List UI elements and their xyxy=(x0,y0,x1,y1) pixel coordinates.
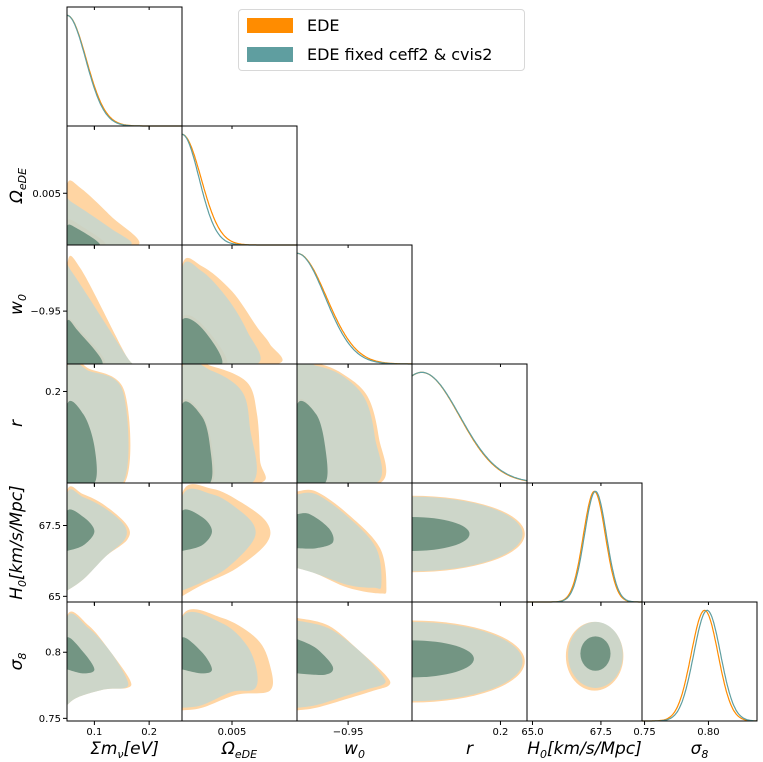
xlabel-r: r xyxy=(466,739,474,759)
xlabel-omega_ede: ΩeDE xyxy=(221,739,257,761)
contour-omega_ede-r-fixed-inner xyxy=(182,401,213,483)
contour-mnu-r-fixed-inner xyxy=(67,400,97,483)
xtick-label-mnu-0: 0.1 xyxy=(86,727,102,738)
ylabel-w0: w0 xyxy=(7,294,29,315)
ytick-label-sigma8-1: 0.8 xyxy=(45,648,61,659)
xtick-label-w0-0: −0.95 xyxy=(333,727,364,738)
marginal-H0-fixed xyxy=(527,490,642,603)
contour-w0-H0-fixed-outer xyxy=(297,492,382,589)
panel-frame-H0-H0 xyxy=(526,482,643,603)
contour-H0-sigma8-fixed-inner xyxy=(580,636,611,671)
legend-label-fixed: EDE fixed ceff2 & cvis2 xyxy=(307,44,493,64)
panel-frame-w0-w0 xyxy=(296,244,413,365)
marginal-r-ede xyxy=(411,371,528,482)
panel-frame-sigma8-sigma8 xyxy=(641,601,758,722)
contour-w0-r-fixed-inner xyxy=(297,400,328,483)
legend-label-ede: EDE xyxy=(307,15,340,35)
xtick-label-r-0: 0.2 xyxy=(493,727,509,738)
xtick-label-mnu-1: 0.2 xyxy=(141,727,157,738)
ytick-label-w0-0: −0.95 xyxy=(30,307,61,318)
legend-entry-fixed: EDE fixed ceff2 & cvis2 xyxy=(247,44,492,64)
xtick-label-omega_ede-0: 0.005 xyxy=(218,727,247,738)
contour-r-sigma8-fixed-inner xyxy=(412,640,474,678)
marginal-sigma8-fixed xyxy=(642,609,757,722)
contour-mnu-sigma8-fixed-inner xyxy=(67,637,95,674)
contour-r-H0-fixed-inner xyxy=(412,517,470,551)
marginal-r-fixed xyxy=(411,371,528,482)
xtick-label-sigma8-1: 0.80 xyxy=(697,727,719,738)
xlabel-mnu: Σmν[eV] xyxy=(90,739,159,761)
contour-w0-sigma8-fixed-outer xyxy=(297,620,386,708)
ylabel-H0: H0[km/s/Mpc] xyxy=(7,485,29,600)
panel-frame-mnu-mnu xyxy=(66,6,183,127)
panel-frame-r-r xyxy=(411,363,528,484)
ylabel-r: r xyxy=(7,419,27,427)
ytick-label-omega_ede-0: 0.005 xyxy=(32,189,61,200)
marginal-w0-ede xyxy=(296,252,412,365)
xlabel-w0: w0 xyxy=(344,739,365,761)
contour-omega_ede-sigma8-fixed-outer xyxy=(182,612,258,708)
xtick-label-sigma8-0: 0.75 xyxy=(633,727,655,738)
contour-mnu-omega_ede-fixed-inner xyxy=(67,224,100,245)
contour-omega_ede-H0-fixed-inner xyxy=(182,509,212,551)
contour-omega_ede-H0-fixed-outer xyxy=(182,488,256,591)
legend: EDE EDE fixed ceff2 & cvis2 xyxy=(238,9,525,71)
marginal-omega_ede-ede xyxy=(181,133,297,246)
legend-entry-ede: EDE xyxy=(247,15,340,35)
ytick-label-sigma8-0: 0.75 xyxy=(39,714,61,725)
xtick-label-H0-1: 67.5 xyxy=(590,727,612,738)
xlabel-H0: H0[km/s/Mpc] xyxy=(527,739,642,761)
ytick-label-H0-0: 65 xyxy=(48,592,61,603)
contour-omega_ede-w0-fixed-inner xyxy=(182,318,223,364)
legend-swatch-fixed xyxy=(247,46,293,62)
ytick-label-r-0: 0.2 xyxy=(45,387,61,398)
legend-swatch-ede xyxy=(247,17,293,33)
marginal-mnu-ede xyxy=(66,14,182,127)
panel-frame-omega_ede-omega_ede xyxy=(181,125,298,246)
xlabel-sigma8: σ8 xyxy=(691,739,709,761)
contour-mnu-H0-fixed-outer xyxy=(67,489,127,591)
contour-w0-H0-fixed-inner xyxy=(297,513,334,549)
ylabel-sigma8: σ8 xyxy=(7,653,29,671)
ytick-label-H0-1: 67.5 xyxy=(39,521,61,532)
contour-w0-sigma8-fixed-inner xyxy=(297,639,334,676)
marginal-omega_ede-fixed xyxy=(181,133,297,246)
contour-mnu-w0-fixed-inner xyxy=(67,319,103,364)
contour-omega_ede-sigma8-fixed-inner xyxy=(182,637,212,674)
contour-mnu-sigma8-fixed-outer xyxy=(67,613,129,706)
xtick-label-H0-0: 65.0 xyxy=(521,727,543,738)
ylabel-omega_ede: ΩeDE xyxy=(7,168,29,204)
contour-mnu-H0-fixed-inner xyxy=(67,509,95,551)
marginal-mnu-fixed xyxy=(66,14,182,127)
marginal-H0-ede xyxy=(527,490,642,603)
